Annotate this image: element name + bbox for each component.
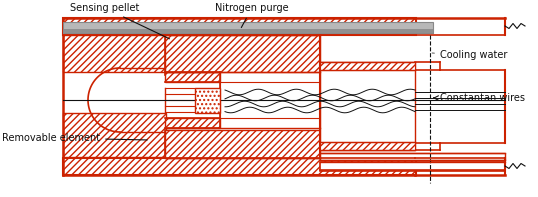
Bar [320, 153, 505, 160]
Bar [320, 62, 415, 150]
Bar [220, 82, 320, 118]
Bar [165, 118, 220, 128]
Text: Sensing pellet: Sensing pellet [70, 3, 169, 39]
Bar [165, 130, 320, 158]
Bar [63, 22, 433, 33]
Text: Cooling water: Cooling water [432, 50, 507, 60]
Text: Constantan wires: Constantan wires [434, 93, 525, 103]
Bar [165, 35, 320, 72]
Bar [195, 88, 220, 113]
Bar [63, 18, 416, 35]
Bar [195, 88, 220, 113]
Bar [165, 72, 220, 82]
Bar [320, 62, 415, 70]
Text: Nitrogen purge: Nitrogen purge [215, 3, 288, 28]
Bar [320, 162, 505, 171]
Bar [63, 35, 166, 72]
Bar [320, 142, 415, 150]
Text: Removable element: Removable element [2, 133, 147, 143]
Bar [63, 158, 416, 175]
Bar [63, 113, 166, 157]
Bar [63, 29, 433, 33]
